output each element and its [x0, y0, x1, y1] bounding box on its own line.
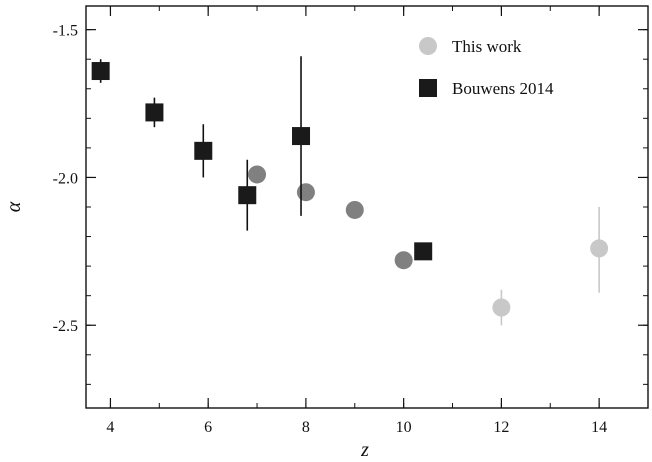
data-point-bouwens-2014	[414, 242, 433, 261]
x-tick-label: 12	[493, 419, 509, 436]
data-point-this-work	[492, 298, 511, 317]
data-point-bouwens-2014	[145, 103, 164, 122]
plot-area: 4 6 8 10 12 14 -1.5 -2.0 -2.5 z α This work Bouwens …	[3, 5, 649, 461]
x-axis-title: z	[360, 439, 369, 461]
data-point-bouwens-2014	[238, 186, 257, 205]
y-axis-title: α	[3, 201, 25, 212]
legend-label: Bouwens 2014	[452, 79, 554, 98]
data-point-this-work	[345, 200, 364, 219]
x-tick-label: 14	[591, 419, 607, 436]
legend-marker-square	[419, 79, 437, 97]
y-tick-label: -2.0	[53, 170, 78, 187]
data-point-this-work	[296, 183, 315, 202]
data-point-bouwens-2014	[194, 141, 213, 160]
legend-marker-circle	[419, 37, 437, 55]
x-tick-label: 6	[204, 419, 212, 436]
data-point-this-work	[590, 239, 609, 258]
y-tick-label: -1.5	[53, 23, 78, 40]
legend-label: This work	[452, 37, 522, 56]
plot-frame	[85, 5, 649, 409]
data-point-this-work	[394, 251, 413, 270]
data-point-bouwens-2014	[91, 62, 110, 81]
x-tick-label: 10	[396, 419, 412, 436]
x-tick-label: 8	[302, 419, 310, 436]
data-point-bouwens-2014	[292, 127, 311, 146]
y-tick-label: -2.5	[53, 318, 78, 335]
data-point-this-work	[248, 165, 267, 184]
x-tick-label: 4	[106, 419, 114, 436]
